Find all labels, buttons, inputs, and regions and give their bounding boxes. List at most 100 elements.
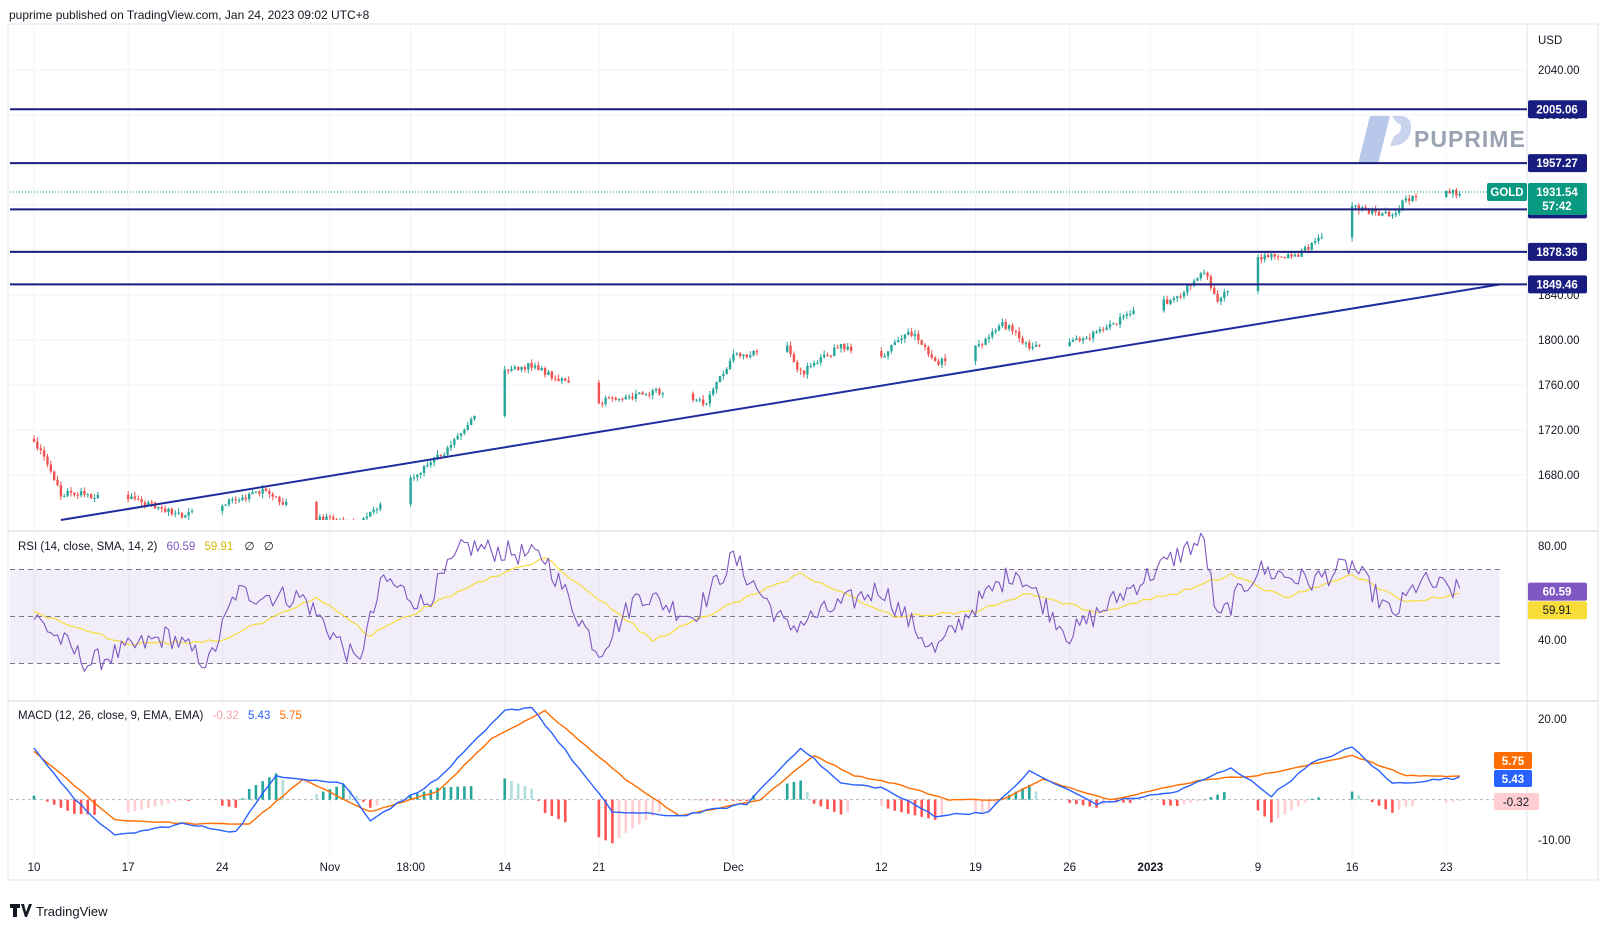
candle-body [63, 495, 66, 497]
macd-histogram-bar [66, 799, 69, 811]
level-price-label: 1957.27 [1536, 158, 1578, 170]
macd-histogram-bar [1209, 797, 1213, 800]
candle-body [611, 397, 614, 399]
macd-histogram-bar [1283, 799, 1287, 815]
candle-body [1391, 215, 1394, 217]
macd-histogram-bar [368, 799, 372, 808]
date-tick-label: 26 [1063, 862, 1076, 874]
level-price-badge [1528, 242, 1587, 261]
candle-body [624, 396, 627, 400]
candle-body [1122, 315, 1125, 318]
candle-body [920, 340, 923, 345]
candle-body [634, 393, 638, 399]
macd-histogram-bar [691, 799, 695, 801]
candle-body [843, 343, 846, 350]
symbol-badge [1487, 183, 1527, 202]
candle-body [994, 330, 997, 332]
rsi-legend[interactable]: RSI (14, close, SMA, 14, 2) 60.59 59.91 … [18, 541, 274, 553]
macd-line-badge-label: 5.43 [1502, 774, 1524, 786]
date-tick-label: 12 [875, 862, 888, 874]
macd-histogram-bar [880, 799, 883, 807]
macd-histogram-bar [463, 786, 466, 800]
macd-histogram-bar [456, 786, 459, 800]
candle-body [614, 397, 617, 400]
tradingview-brand[interactable]: TradingView [10, 904, 108, 919]
macd-histogram-bar [826, 799, 829, 810]
candle-body [1176, 296, 1179, 299]
candle-body [1448, 191, 1451, 194]
date-tick-label: 17 [122, 862, 135, 874]
candle-body [940, 358, 944, 365]
candle-body [140, 499, 143, 503]
candle-body [1381, 213, 1384, 216]
macd-histogram-bar [812, 799, 816, 804]
candle-body [251, 492, 254, 494]
macd-legend[interactable]: MACD (12, 26, close, 9, EMA, EMA) -0.32 … [18, 710, 302, 722]
candle-body [137, 498, 140, 500]
puprime-logo-icon [1358, 116, 1390, 164]
candle-body [930, 354, 933, 358]
candle-body [271, 493, 274, 497]
candle-body [42, 450, 46, 457]
candle-body [557, 378, 560, 382]
level-price-label: 1849.46 [1536, 279, 1578, 291]
candle-body [1377, 212, 1381, 216]
macd-histogram-bar [348, 790, 352, 800]
candle-body [1209, 276, 1213, 288]
macd-histogram-bar [792, 782, 796, 800]
candle-body [1266, 255, 1270, 258]
candle-body [708, 394, 712, 404]
candle-body [886, 351, 890, 357]
macd-histogram-bar [846, 799, 850, 812]
puprime-watermark: PUPRIME [1358, 116, 1525, 164]
price-pane[interactable] [10, 108, 1527, 521]
macd-histogram-bar [160, 799, 164, 805]
candle-body [426, 465, 429, 467]
date-tick-label: 23 [1440, 862, 1453, 874]
candle-body [469, 418, 473, 426]
tradingview-logo-icon [10, 904, 32, 917]
macd-pane[interactable] [10, 706, 1527, 844]
candle-body [86, 494, 89, 496]
candle-body [597, 382, 601, 404]
candle-body [752, 351, 755, 356]
macd-histogram-bar [940, 799, 944, 818]
candle-body [718, 376, 722, 383]
rsi-ma-value-badge [1528, 601, 1587, 620]
macd-signal-line [33, 709, 1460, 825]
rsi-pane[interactable] [10, 532, 1500, 672]
date-tick-label: 2023 [1138, 862, 1164, 874]
candle-body [1401, 200, 1404, 209]
candle-body [890, 345, 893, 352]
candle-body [506, 369, 510, 371]
candle-body [1458, 194, 1461, 196]
macd-histogram-bar [274, 773, 278, 800]
candle-body [900, 338, 903, 341]
candle-body [1350, 206, 1354, 238]
candle-body [550, 371, 554, 379]
candle-body [981, 344, 984, 346]
candle-body [1162, 299, 1165, 311]
macd-histogram-bar [1075, 799, 1078, 805]
macd-histogram-bar [1263, 799, 1266, 817]
candle-body [1371, 208, 1374, 214]
candle-body [160, 507, 163, 509]
candle-body [318, 516, 322, 520]
macd-histogram-bar [126, 799, 130, 813]
macd-histogram-bar [342, 784, 345, 800]
macd-histogram-bar [241, 798, 244, 800]
candle-body [1384, 211, 1387, 214]
macd-histogram-bar [1169, 799, 1172, 806]
candle-body [893, 342, 896, 346]
macd-histogram-bar [516, 783, 520, 800]
candle-body [224, 504, 227, 506]
rsi-value-badge-label: 60.59 [1543, 587, 1572, 599]
macd-histogram-bar [1364, 798, 1367, 800]
candle-body [1071, 340, 1075, 342]
candle-body [1307, 247, 1310, 250]
rsi-ma-value-badge-label: 59.91 [1543, 605, 1572, 617]
candle-body [1270, 254, 1273, 258]
macd-signal-badge [1494, 752, 1532, 769]
candle-body [1186, 284, 1189, 293]
